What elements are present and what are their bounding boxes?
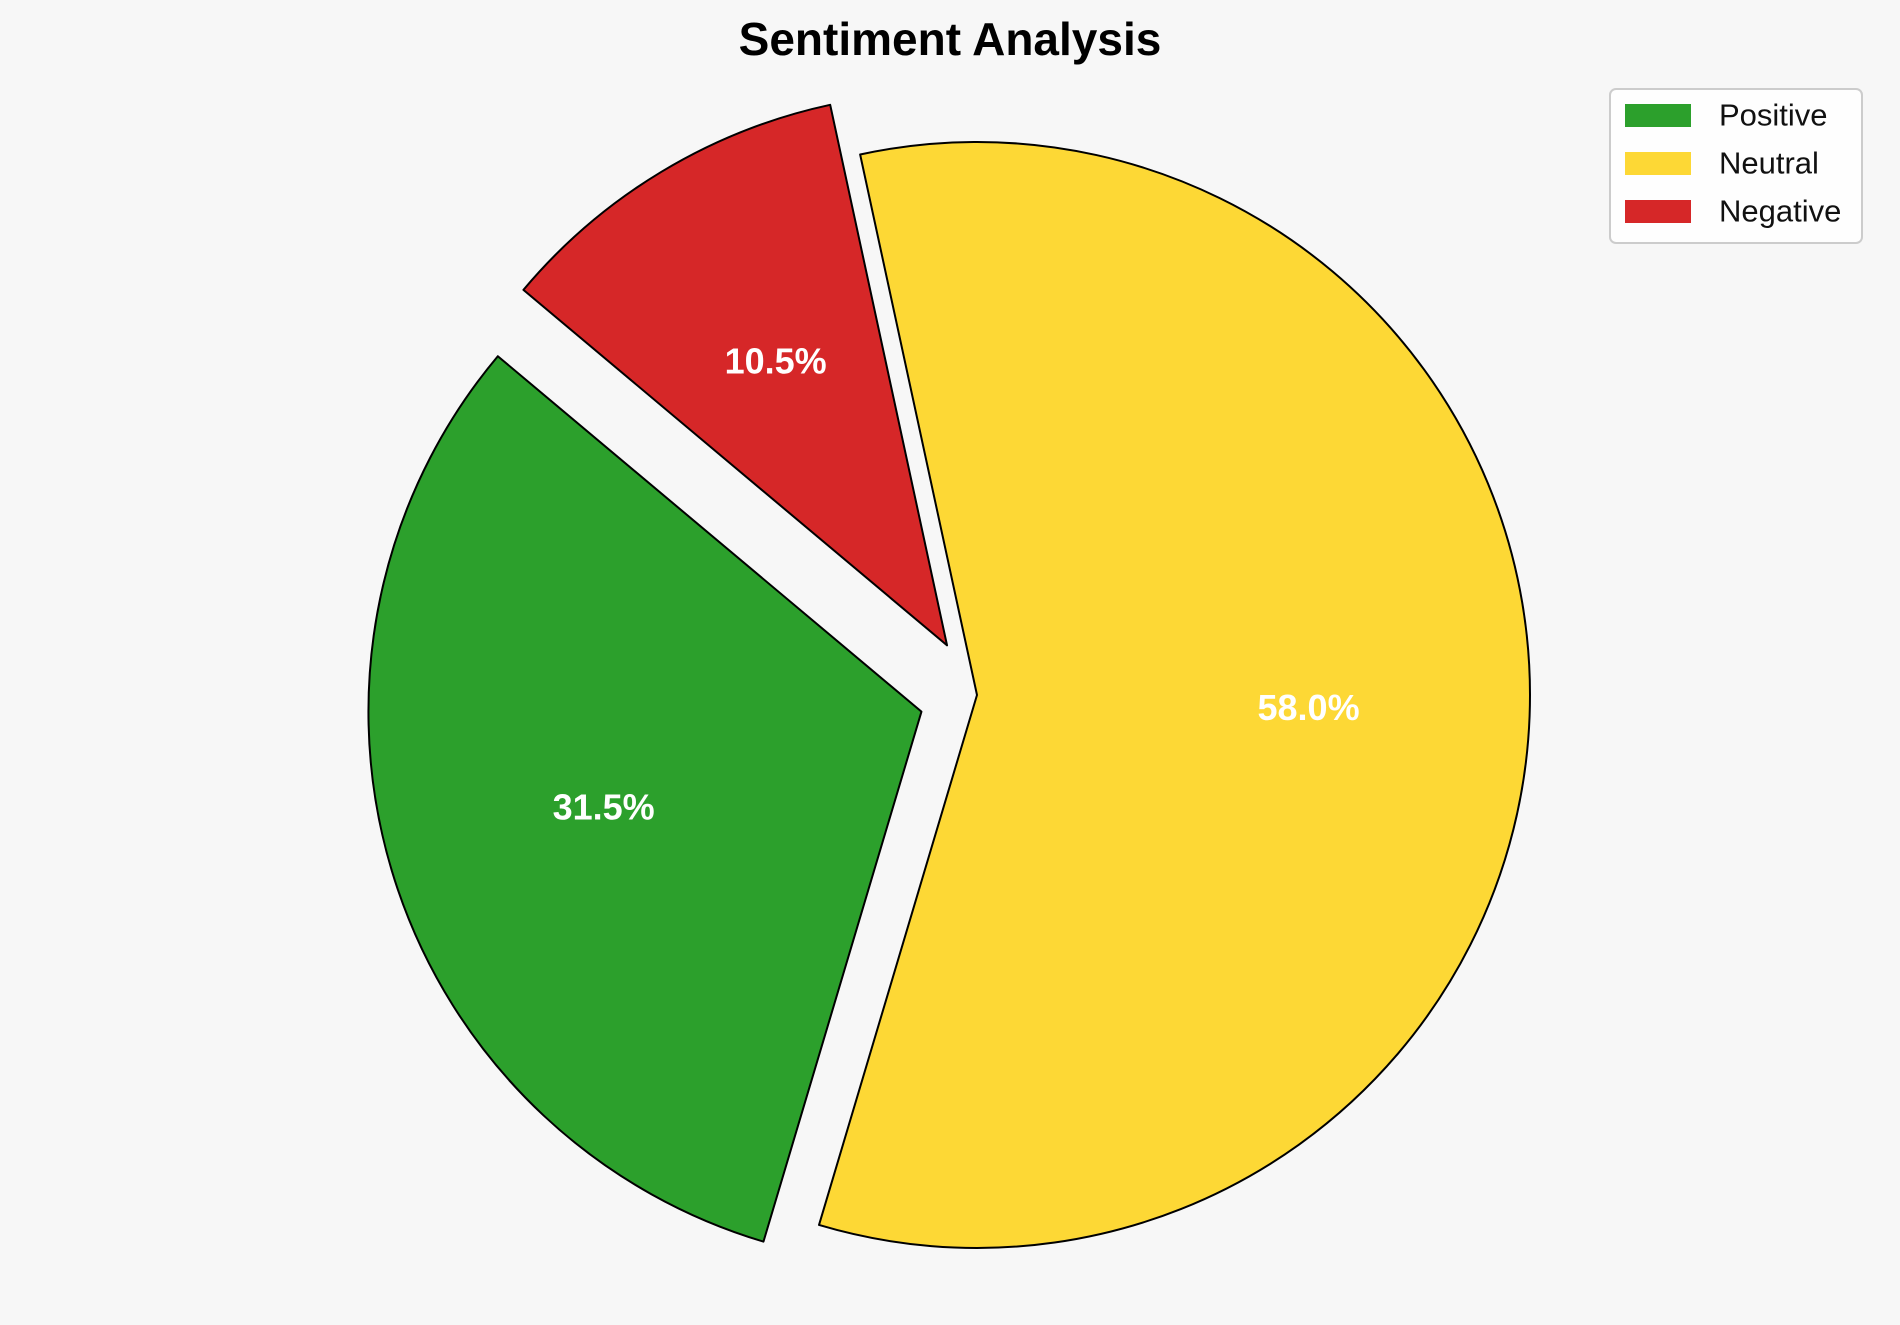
legend-swatch-negative <box>1625 200 1691 223</box>
pie-slice-positive <box>367 355 923 1243</box>
legend-swatch-neutral <box>1625 152 1691 175</box>
slice-label-positive: 31.5% <box>553 787 655 828</box>
legend-swatch-positive <box>1625 104 1691 127</box>
pie-slice-labels: 31.5% 58.0% 10.5% <box>553 341 1360 828</box>
slice-label-neutral: 58.0% <box>1258 687 1360 728</box>
slice-label-negative: 10.5% <box>725 341 827 382</box>
legend-label-positive: Positive <box>1719 98 1828 133</box>
pie-slices <box>367 103 1531 1249</box>
legend-label-neutral: Neutral <box>1719 146 1819 181</box>
chart-title: Sentiment Analysis <box>739 13 1162 65</box>
pie-slice-neutral <box>818 140 1531 1249</box>
legend: Positive Neutral Negative <box>1609 88 1863 244</box>
pie-slice-negative <box>522 103 949 647</box>
legend-label-negative: Negative <box>1719 194 1841 229</box>
